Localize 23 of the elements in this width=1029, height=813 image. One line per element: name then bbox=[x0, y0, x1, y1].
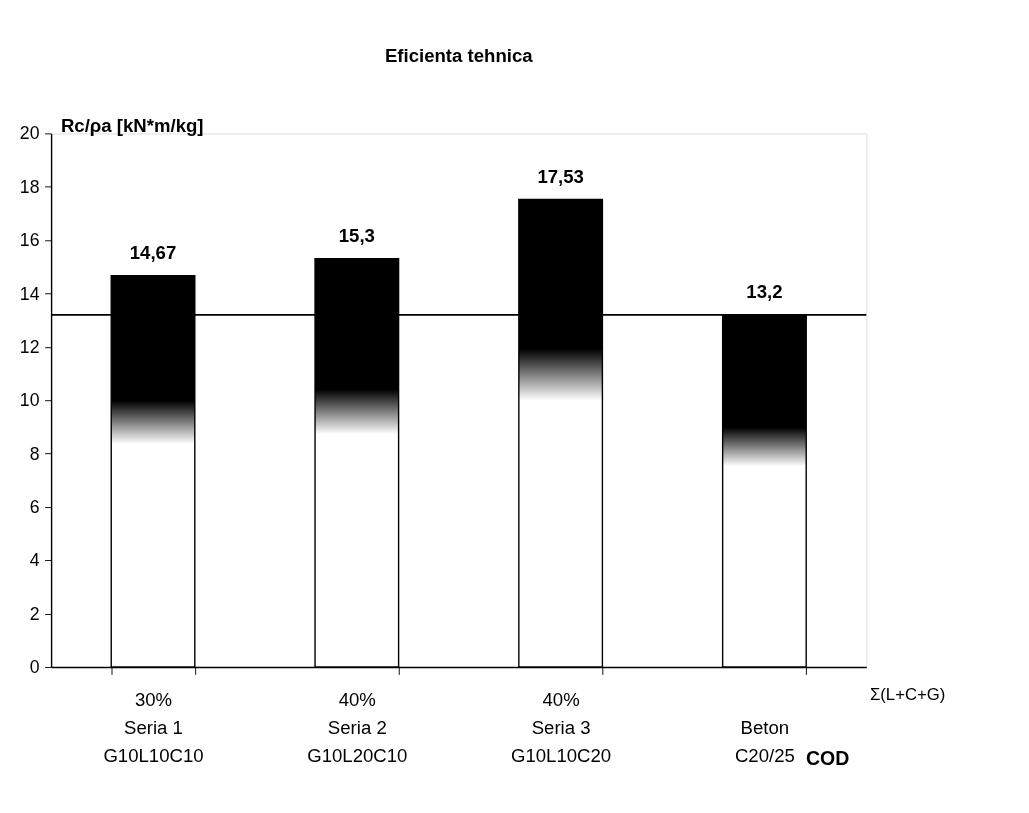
y-tick-label: 20 bbox=[19, 123, 40, 144]
y-tick-label: 8 bbox=[29, 443, 40, 464]
y-tick-label: 6 bbox=[29, 496, 40, 517]
text: Σ(L+C+G) bbox=[869, 685, 946, 705]
x-tick-label: 40% Seria 3 G10L10C20 bbox=[510, 689, 612, 767]
y-tick-label: 12 bbox=[19, 336, 40, 357]
x-axis-title: COD bbox=[805, 746, 850, 769]
y-tick-label: 16 bbox=[19, 230, 40, 251]
chart-title: Eficienta tehnica bbox=[384, 44, 534, 66]
data-label: 17,53 bbox=[537, 165, 584, 187]
data-label: 15,3 bbox=[338, 225, 375, 247]
y-tick-label: 4 bbox=[29, 550, 40, 571]
y-tick-label: 0 bbox=[29, 657, 40, 678]
data-label: 14,67 bbox=[129, 241, 177, 263]
y-axis-title: Rc/ρa [kN*m/kg] bbox=[60, 115, 204, 137]
y-tick-label: 18 bbox=[19, 176, 40, 197]
y-tick-label: 14 bbox=[19, 283, 40, 304]
x-tick-label: 40% Seria 2 G10L20C10 bbox=[307, 689, 408, 767]
data-label: 13,2 bbox=[746, 281, 783, 303]
x-tick-label: Beton C20/25 bbox=[734, 717, 795, 767]
y-tick-label: 10 bbox=[19, 390, 40, 411]
y-tick-label: 2 bbox=[29, 603, 40, 624]
x-tick-label: 30% Seria 1 G10L10C10 bbox=[103, 689, 204, 767]
